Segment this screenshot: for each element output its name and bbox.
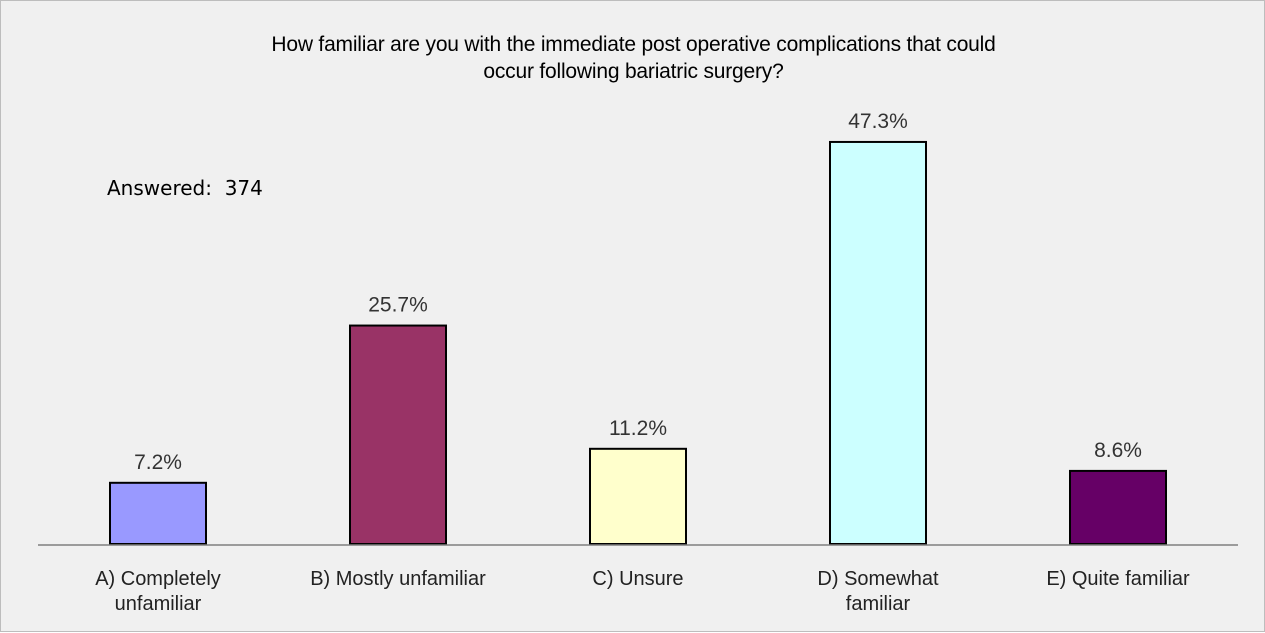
data-label-d: 47.3%	[848, 110, 908, 133]
category-label-b: B) Mostly unfamiliar	[298, 567, 498, 592]
chart-title-line-1: How familiar are you with the immediate …	[271, 33, 996, 56]
category-label-line: B) Mostly unfamiliar	[310, 568, 486, 590]
answered-label: Answered:	[107, 176, 212, 200]
category-label-a: A) Completely unfamiliar	[58, 567, 258, 617]
category-label-line: familiar	[845, 593, 911, 615]
bar-c	[589, 447, 687, 545]
category-label-c: C) Unsure	[538, 567, 738, 592]
bar-d	[829, 140, 927, 545]
data-label-b: 25.7%	[368, 294, 428, 317]
bar-b	[349, 324, 447, 545]
bar-a	[109, 481, 207, 545]
category-label-line: E) Quite familiar	[1046, 568, 1190, 590]
category-label-d: D) Somewhat familiar	[778, 567, 978, 617]
category-label-line: A) Completely	[95, 568, 221, 590]
chart-title-line-2: occur following bariatric surgery?	[483, 60, 784, 83]
data-label-c: 11.2%	[609, 417, 667, 440]
bar-e	[1069, 469, 1167, 545]
category-label-e: E) Quite familiar	[1018, 567, 1218, 592]
chart-title: How familiar are you with the immediate …	[1, 31, 1265, 85]
data-label-a: 7.2%	[134, 451, 182, 474]
category-label-line: unfamiliar	[114, 593, 202, 615]
answered-value: 374	[224, 176, 263, 200]
category-label-line: D) Somewhat	[817, 568, 939, 590]
category-label-line: C) Unsure	[592, 568, 684, 590]
data-label-e: 8.6%	[1094, 439, 1142, 462]
answered-count: Answered: 374	[107, 176, 263, 200]
